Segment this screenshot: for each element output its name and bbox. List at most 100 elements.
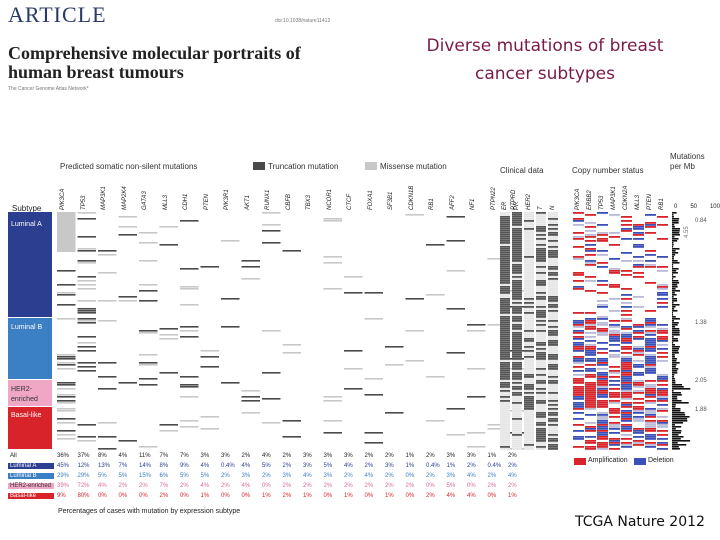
cn-cell	[657, 418, 668, 420]
clinical-cell	[536, 240, 546, 242]
cn-cell	[597, 420, 608, 422]
pct-row-label: All	[8, 453, 54, 459]
clinical-cell	[536, 284, 546, 286]
cn-cell	[657, 360, 668, 362]
cn-cell	[573, 232, 584, 234]
cn-cell	[573, 300, 584, 302]
clinical-cell	[536, 290, 546, 292]
cn-cell	[657, 250, 668, 252]
clinical-cell	[512, 260, 522, 262]
cn-cell	[609, 310, 620, 312]
cn-cell	[609, 254, 620, 256]
mutation-rate-bar	[672, 382, 676, 384]
mutation-mark	[426, 244, 445, 246]
clinical-cell	[548, 362, 558, 364]
cn-cell	[633, 328, 644, 330]
cn-cell	[645, 294, 656, 296]
pct-cell: 4%	[200, 483, 210, 489]
mutation-rate-bar	[672, 274, 674, 276]
mutation-rate-bar	[672, 218, 680, 220]
mutation-rate-bar	[672, 336, 674, 338]
clinical-cell	[500, 440, 510, 442]
mutation-mark	[180, 330, 199, 332]
cn-cell	[645, 296, 656, 298]
clinical-cell	[500, 278, 510, 280]
cn-cell	[633, 224, 644, 226]
cn-cell	[633, 212, 644, 214]
pct-cell: 5%	[180, 473, 189, 479]
mutation-rate-bar	[672, 314, 674, 316]
cn-cell	[645, 326, 656, 328]
cn-cell	[621, 240, 632, 242]
clinical-cell	[512, 408, 522, 410]
mutation-mark	[57, 358, 76, 360]
cn-cell	[645, 288, 656, 290]
cn-cell	[597, 260, 608, 262]
cn-cell	[657, 348, 668, 350]
clinical-cell	[524, 408, 534, 410]
cn-cell	[621, 238, 632, 240]
mutation-mark	[77, 322, 96, 324]
mutation-mark	[405, 360, 424, 362]
mutation-rate-ticks: 0 50 100	[674, 204, 720, 210]
cn-cell	[621, 270, 632, 272]
mutation-mark	[57, 394, 76, 396]
mutation-rate-bar	[672, 280, 679, 282]
cn-cell	[621, 384, 632, 386]
cn-cell	[609, 422, 620, 424]
cn-cell	[609, 346, 620, 348]
subtype-label-luminal-a: Luminal A	[11, 221, 42, 228]
cn-cell	[645, 222, 656, 224]
mutation-mark	[446, 240, 465, 242]
cn-cell	[573, 358, 584, 360]
mutation-rate-bar	[672, 262, 680, 264]
clinical-cell	[512, 306, 522, 308]
mutation-mark	[57, 430, 76, 432]
pct-row-label: Luminal B	[8, 473, 54, 479]
cn-cell	[645, 348, 656, 350]
cn-cell	[597, 262, 608, 264]
clinical-cell	[500, 290, 510, 292]
cn-cell	[585, 316, 596, 318]
clinical-cell	[512, 308, 522, 310]
cn-cell	[645, 414, 656, 416]
cn-cell	[621, 230, 632, 232]
cn-cell	[585, 228, 596, 230]
clinical-cell	[524, 336, 534, 338]
clinical-cell	[548, 418, 558, 420]
clinical-cell	[548, 316, 558, 318]
mutation-mark	[159, 244, 178, 246]
cn-cell	[609, 364, 620, 366]
clinical-cell	[524, 342, 534, 344]
clinical-cell	[536, 220, 546, 222]
clinical-cell	[512, 384, 522, 386]
cn-cell	[609, 238, 620, 240]
cn-cell	[597, 328, 608, 330]
mutation-rate-bar	[672, 242, 674, 244]
pct-cell: 11%	[139, 453, 151, 459]
clinical-cell	[500, 412, 510, 414]
mutation-mark	[241, 266, 260, 268]
cn-cell	[657, 396, 668, 398]
mutation-mark	[262, 224, 281, 226]
cn-cell	[645, 396, 656, 398]
cn-cell	[585, 394, 596, 396]
clinical-cell	[548, 360, 558, 362]
pct-cell: 2%	[385, 453, 394, 459]
mutation-mark	[467, 324, 486, 326]
clinical-cell	[512, 314, 522, 316]
cn-cell	[645, 312, 656, 314]
cn-cell	[609, 302, 620, 304]
clinical-cell	[500, 424, 510, 426]
mutation-mark	[57, 400, 76, 402]
cn-cell	[645, 314, 656, 316]
clinical-cell	[548, 264, 558, 266]
cn-cell	[657, 264, 668, 266]
cn-cell	[609, 344, 620, 346]
cn-cell	[597, 284, 608, 286]
clinical-cell	[500, 296, 510, 298]
clinical-cell	[500, 312, 510, 314]
clinical-cell	[512, 358, 522, 360]
clinical-cell	[500, 366, 510, 368]
cn-cell	[657, 304, 668, 306]
